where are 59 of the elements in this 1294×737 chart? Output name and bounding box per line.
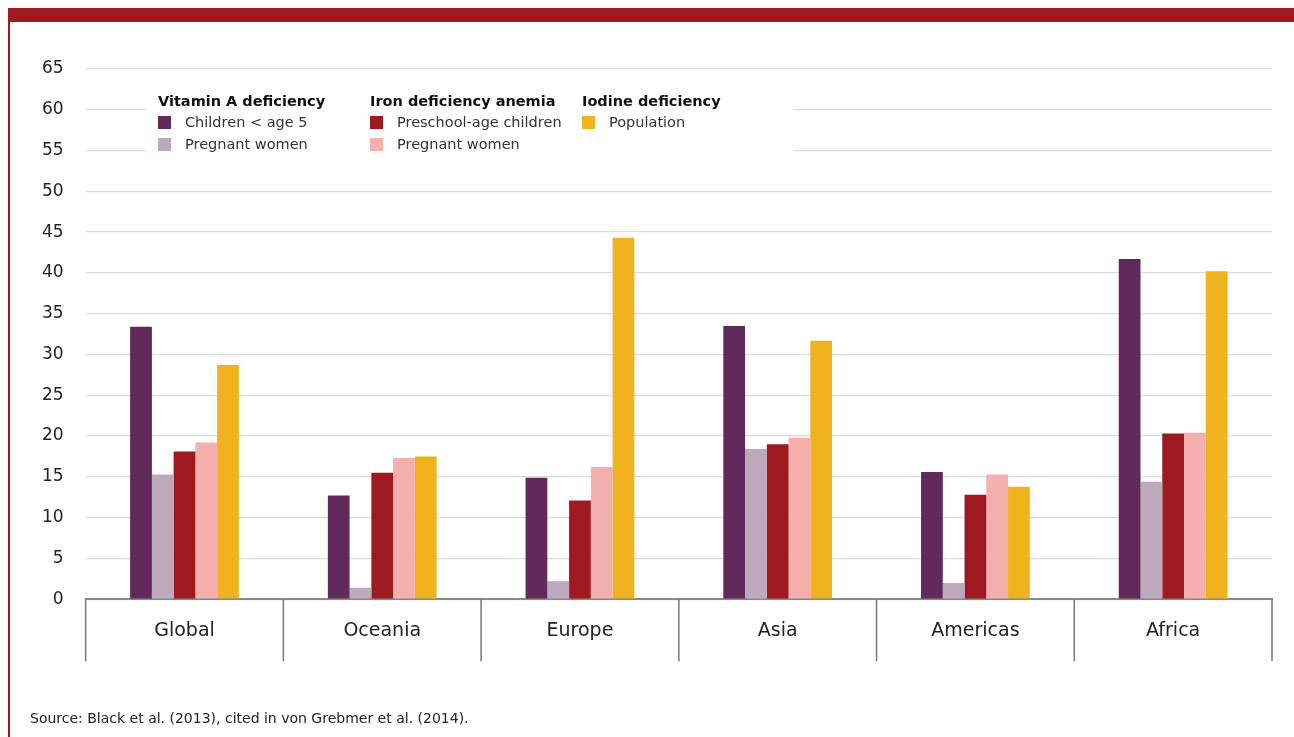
- legend-label: Children < age 5: [185, 113, 308, 132]
- bar: [964, 494, 987, 599]
- x-tick-label: Oceania: [343, 617, 422, 640]
- bar: [217, 365, 239, 599]
- legend-label: Pregnant women: [397, 135, 520, 154]
- y-tick-label: 15: [41, 465, 64, 486]
- legend-label: Population: [609, 113, 686, 132]
- bar: [151, 474, 174, 599]
- y-tick-label: 35: [41, 302, 64, 323]
- y-tick-label: 20: [41, 424, 64, 445]
- bar: [1184, 432, 1206, 599]
- bar: [810, 340, 833, 599]
- x-tick-label: Africa: [1146, 617, 1201, 640]
- bar: [349, 587, 372, 599]
- y-tick-label: 5: [52, 546, 64, 567]
- bar: [569, 500, 591, 599]
- annotation: Iodine deficiency: [582, 92, 722, 111]
- x-tick-label: Europe: [546, 617, 614, 640]
- bar: [327, 495, 350, 599]
- legend-label: Pregnant women: [185, 135, 308, 154]
- bar: [590, 467, 613, 599]
- bar: [1162, 433, 1185, 599]
- bar: [393, 458, 415, 599]
- y-tick-label: 25: [41, 383, 64, 404]
- y-tick-label: 55: [41, 138, 64, 159]
- bar: [723, 325, 746, 599]
- bar: [414, 456, 437, 599]
- y-tick-label: 45: [41, 220, 64, 241]
- bar: [745, 449, 767, 599]
- bar: [1205, 271, 1228, 599]
- bar: [1140, 481, 1163, 599]
- bar: [1008, 486, 1030, 599]
- bar: [986, 474, 1009, 599]
- annotation: Iron deficiency anemia: [370, 92, 557, 111]
- bar: [130, 326, 152, 599]
- y-tick-label: 40: [41, 261, 64, 282]
- y-tick-label: 65: [41, 57, 64, 78]
- annotation: Vitamin A deficiency: [158, 92, 327, 111]
- y-tick-label: 60: [41, 98, 64, 119]
- x-tick-label: Asia: [757, 617, 798, 640]
- bar: [173, 451, 196, 599]
- x-tick-label: Americas: [931, 617, 1020, 640]
- bar: [788, 437, 811, 599]
- bar: [612, 237, 635, 599]
- bar: [547, 581, 570, 599]
- y-tick-label: 50: [41, 179, 64, 200]
- legend-label: Preschool-age children: [397, 113, 562, 132]
- bar: [766, 444, 789, 599]
- y-tick-label: 30: [41, 342, 64, 363]
- source-note: Source: Black et al. (2013), cited in von Grebmer et al. (2014).: [30, 710, 469, 726]
- y-tick-label: 0: [52, 587, 64, 608]
- bar: [371, 472, 394, 599]
- bar: [1118, 259, 1141, 599]
- y-tick-label: 10: [41, 506, 64, 527]
- x-tick-label: Global: [154, 617, 215, 640]
- bar: [921, 471, 943, 599]
- bar: [195, 442, 218, 599]
- bar: [942, 582, 965, 599]
- bar: [525, 477, 548, 599]
